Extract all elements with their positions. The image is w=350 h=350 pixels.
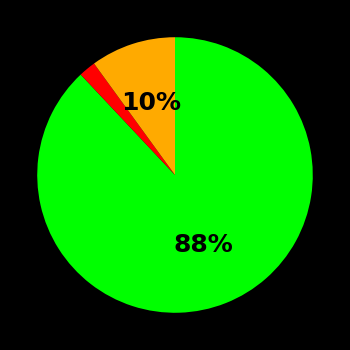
Wedge shape (94, 37, 175, 175)
Text: 88%: 88% (173, 233, 233, 258)
Wedge shape (37, 37, 313, 313)
Text: 10%: 10% (121, 91, 182, 115)
Wedge shape (81, 64, 175, 175)
